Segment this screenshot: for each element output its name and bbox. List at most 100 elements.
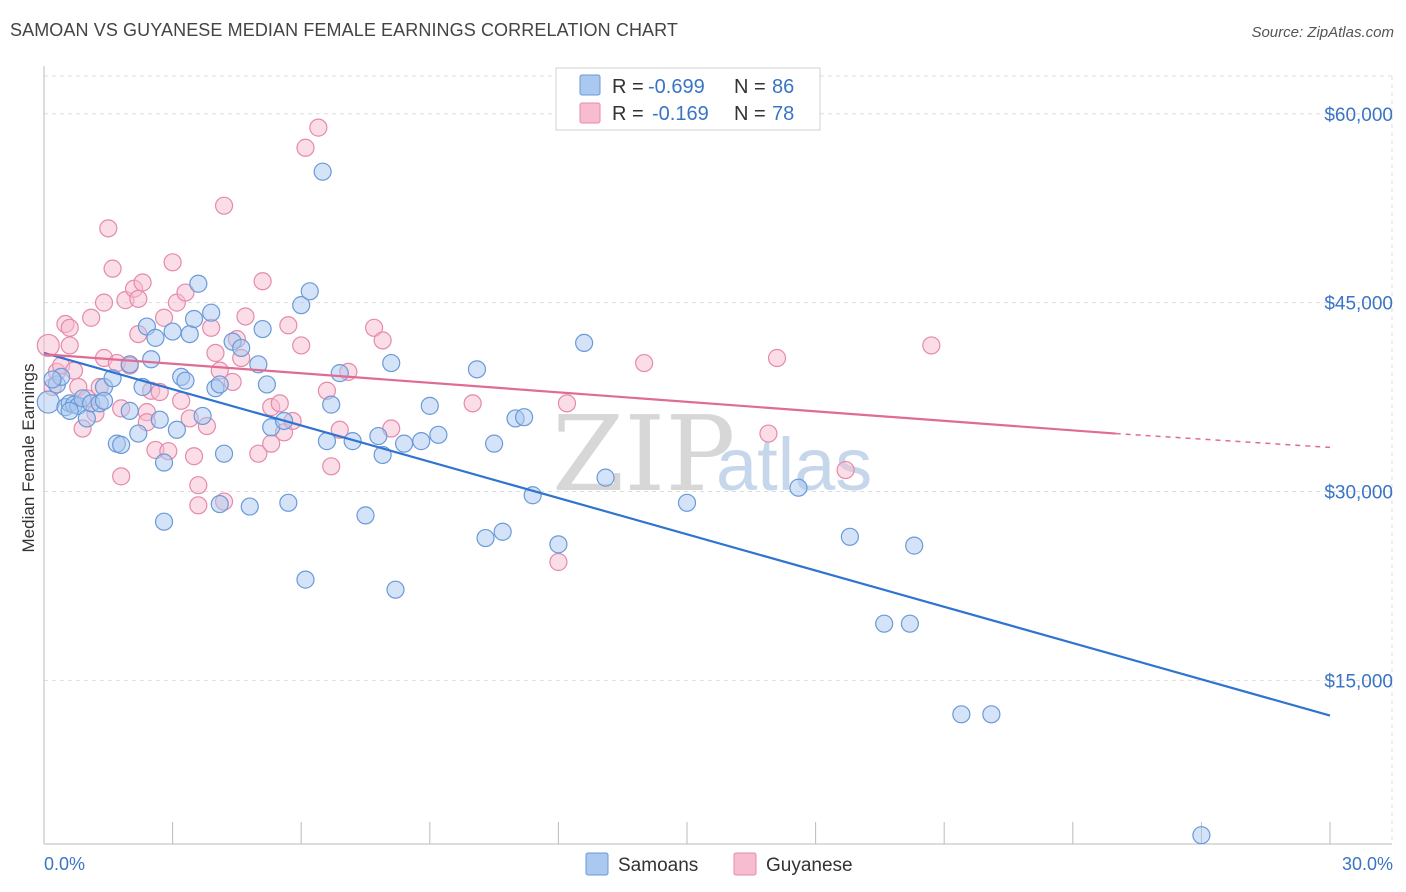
guyanese-point (112, 467, 131, 486)
samoan-point (43, 370, 62, 389)
guyanese-point (202, 318, 221, 337)
bottom-legend-guyanese-swatch[interactable] (733, 852, 757, 876)
guyanese-trend-extension (1115, 432, 1331, 449)
gridlines (44, 75, 1393, 844)
samoan-point (163, 322, 182, 341)
guyanese-point (103, 259, 122, 278)
guyanese-point (99, 219, 118, 238)
samoan-point (394, 434, 414, 453)
bottom-legend-samoan-swatch[interactable] (585, 852, 609, 876)
legend-guyanese-n-value: 78 (772, 103, 794, 125)
guyanese-point (309, 118, 328, 137)
samoan-point (193, 406, 212, 426)
samoan-point (900, 614, 920, 633)
samoan-point (232, 338, 251, 358)
guyanese-point (133, 273, 152, 292)
y-tick-label: $15,000 (1324, 671, 1393, 692)
samoan-point (249, 355, 268, 374)
guyanese-point (292, 336, 311, 355)
y-axis-label: Median Female Earnings (19, 364, 38, 553)
samoan-point (369, 426, 388, 446)
samoan-point (476, 528, 495, 548)
samoan-point (300, 282, 319, 301)
samoan-point (789, 478, 808, 497)
source-label: Source: ZipAtlas.com (1251, 24, 1394, 41)
samoan-point (202, 303, 221, 322)
guyanese-point (270, 394, 289, 413)
axes (43, 66, 1392, 845)
samoan-point (150, 410, 169, 429)
guyanese-point (296, 138, 315, 157)
guyanese-point (82, 308, 101, 327)
samoan-point (313, 162, 332, 181)
samoan-point (382, 353, 401, 373)
samoan-point (292, 296, 311, 315)
samoan-point (167, 420, 186, 439)
guyanese-point (557, 394, 577, 413)
guyanese-point (767, 348, 787, 368)
guyanese-point (129, 289, 148, 308)
samoan-point (154, 453, 174, 472)
samoan-point (840, 527, 859, 546)
legend-samoan-r-label: R = (612, 76, 644, 98)
samoan-point (36, 390, 60, 414)
legend-guyanese-r-value: -0.169 (652, 103, 709, 125)
samoan-point (120, 401, 139, 420)
samoan-point (467, 360, 487, 379)
samoan-point (257, 375, 277, 394)
samoan-point (120, 355, 139, 374)
samoan-point (279, 493, 298, 512)
guyanese-point (279, 316, 298, 335)
guyanese-point (189, 496, 208, 515)
trend-lines (43, 351, 1331, 717)
guyanese-trend-line (43, 353, 1116, 435)
guyanese-point (163, 253, 182, 272)
samoan-point (154, 512, 174, 531)
guyanese-point (206, 343, 225, 363)
samoan-point (129, 424, 148, 443)
series-legend: Samoans Guyanese (585, 852, 853, 876)
guyanese-point (635, 353, 654, 373)
samoan-point (240, 497, 259, 516)
samoan-point (214, 444, 234, 463)
x-tick-label-end: 30.0% (1342, 854, 1393, 874)
samoan-point (596, 468, 615, 487)
guyanese-point (836, 460, 855, 480)
legend-samoan-swatch (579, 74, 601, 96)
samoan-point (176, 371, 195, 390)
guyanese-point (463, 394, 482, 413)
samoan-point (94, 391, 114, 410)
legend-guyanese-r-label: R = (612, 103, 644, 125)
samoan-point (420, 396, 439, 415)
samoan-point (952, 705, 971, 724)
samoan-point (386, 580, 405, 599)
samoan-point (429, 425, 448, 444)
guyanese-point (330, 420, 349, 439)
guyanese-point (253, 272, 272, 291)
tick-labels: $15,000 $30,000 $45,000 $60,000 0.0% 30.0% (44, 105, 1393, 874)
bottom-legend-guyanese-label[interactable]: Guyanese (766, 855, 853, 876)
guyanese-point (922, 336, 941, 355)
samoan-point (412, 432, 431, 451)
samoan-point (677, 493, 697, 512)
samoan-point (189, 274, 208, 293)
samoan-point (322, 395, 341, 414)
samoan-point (485, 434, 504, 453)
y-tick-label: $30,000 (1324, 482, 1393, 503)
samoan-point (253, 319, 272, 339)
samoan-point (210, 494, 229, 514)
samoan-point (575, 333, 594, 353)
y-tick-label: $60,000 (1324, 105, 1393, 126)
y-tick-label: $45,000 (1324, 294, 1393, 315)
bottom-legend-samoan-label[interactable]: Samoans (618, 855, 698, 876)
samoan-point (60, 401, 79, 420)
guyanese-point (214, 196, 234, 215)
guyanese-point (364, 318, 384, 337)
samoan-point (356, 506, 375, 525)
samoan-point (330, 364, 349, 383)
guyanese-point (94, 293, 114, 312)
samoan-point (982, 705, 1001, 724)
watermark-zip: ZIP (552, 393, 735, 515)
samoan-point (493, 522, 512, 541)
